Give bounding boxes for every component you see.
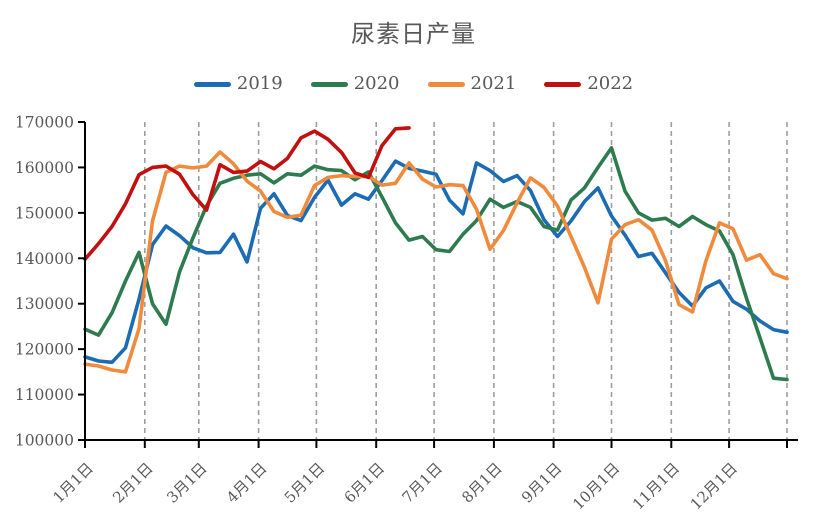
legend-label-2021: 2021: [470, 73, 517, 94]
series-line-2021: [83, 150, 789, 374]
y-axis-tick-label: 150000: [15, 204, 74, 222]
legend-item-2022: 2022: [544, 74, 633, 94]
y-axis-tick-label: 170000: [15, 114, 74, 132]
legend-swatch-2021: [427, 81, 465, 87]
chart-title: 尿素日产量: [351, 20, 476, 48]
x-axis-tick-label: 7月1日: [398, 459, 445, 506]
chart-legend: 2019 2020 2021 2022: [0, 74, 827, 94]
legend-item-2021: 2021: [427, 73, 517, 94]
x-axis-tick-label: 5月1日: [281, 459, 328, 506]
y-axis-tick-label: 130000: [15, 295, 74, 313]
series-line-2020: [83, 146, 789, 382]
series-line-2022: [83, 126, 411, 262]
x-axis-tick-label: 9月1日: [518, 459, 565, 506]
y-axis-tick-label: 110000: [15, 386, 74, 404]
legend-swatch-2020: [310, 81, 348, 87]
x-axis-tick-label: 3月1日: [163, 459, 210, 506]
x-axis-tick-label: 10月1日: [569, 459, 623, 513]
y-axis-tick-label: 140000: [15, 250, 74, 268]
x-axis-tick-label: 2月1日: [109, 459, 156, 506]
y-axis-tick-label: 120000: [15, 341, 74, 359]
y-axis-tick-label: 100000: [15, 432, 74, 450]
x-axis-tick-label: 4月1日: [223, 459, 270, 506]
x-axis-tick-label: 11月1日: [629, 459, 683, 513]
legend-swatch-2022: [544, 81, 582, 87]
legend-label-2020: 2020: [353, 73, 400, 94]
legend-label-2022: 2022: [587, 73, 634, 94]
legend-item-2019: 2019: [193, 73, 283, 94]
x-axis-tick-label: 1月1日: [49, 459, 96, 506]
x-axis-tick-label: 6月1日: [341, 459, 388, 506]
legend-item-2020: 2020: [310, 73, 400, 94]
legend-label-2019: 2019: [236, 73, 283, 94]
x-axis-tick-label: 8月1日: [458, 459, 505, 506]
legend-swatch-2019: [193, 81, 231, 87]
x-axis-tick-label: 12月1日: [687, 459, 741, 513]
y-axis-tick-label: 160000: [15, 159, 74, 177]
